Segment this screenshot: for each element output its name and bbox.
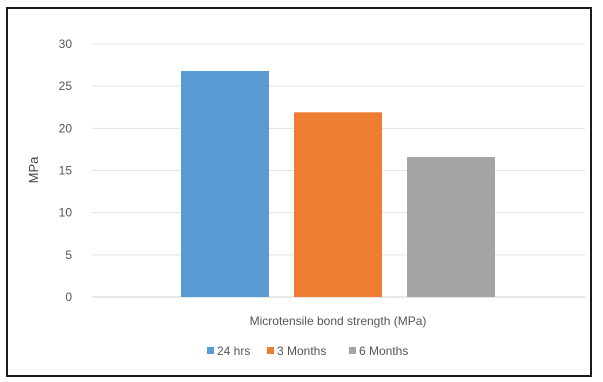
- y-axis-title: MPa: [26, 156, 41, 184]
- legend: 24 hrs 3 Months 6 Months: [207, 344, 408, 358]
- y-tick-label: 10: [59, 206, 73, 220]
- legend-label: 6 Months: [359, 344, 408, 358]
- y-tick-label: 0: [65, 290, 72, 304]
- legend-label: 24 hrs: [217, 344, 250, 358]
- y-tick-label: 20: [59, 121, 73, 135]
- legend-swatch: [267, 347, 274, 354]
- y-tick-label: 15: [59, 164, 73, 178]
- y-tick-label: 5: [65, 248, 72, 262]
- bar-3-months: [294, 112, 382, 297]
- y-tick-label: 30: [59, 37, 73, 51]
- legend-label: 3 Months: [277, 344, 326, 358]
- legend-swatch: [207, 347, 214, 354]
- y-tick-label: 25: [59, 79, 73, 93]
- bar-6-months: [407, 157, 495, 297]
- y-axis-ticks: 0 5 10 15 20 25 30: [59, 37, 73, 304]
- bars: [181, 70, 495, 297]
- legend-swatch: [349, 347, 356, 354]
- category-label: Microtensile bond strength (MPa): [250, 314, 427, 328]
- bar-24-hrs: [181, 70, 269, 297]
